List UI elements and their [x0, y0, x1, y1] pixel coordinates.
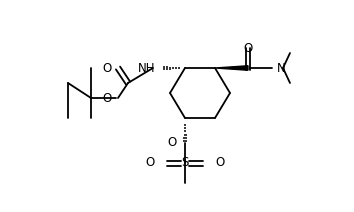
Text: O: O: [146, 156, 155, 170]
Text: O: O: [103, 61, 112, 74]
Text: N: N: [277, 61, 286, 74]
Text: O: O: [103, 92, 112, 105]
Text: O: O: [215, 156, 224, 170]
Polygon shape: [215, 66, 248, 70]
Text: O: O: [168, 137, 177, 149]
Text: O: O: [244, 42, 253, 55]
Text: S: S: [181, 156, 189, 170]
Text: NH: NH: [137, 61, 155, 74]
